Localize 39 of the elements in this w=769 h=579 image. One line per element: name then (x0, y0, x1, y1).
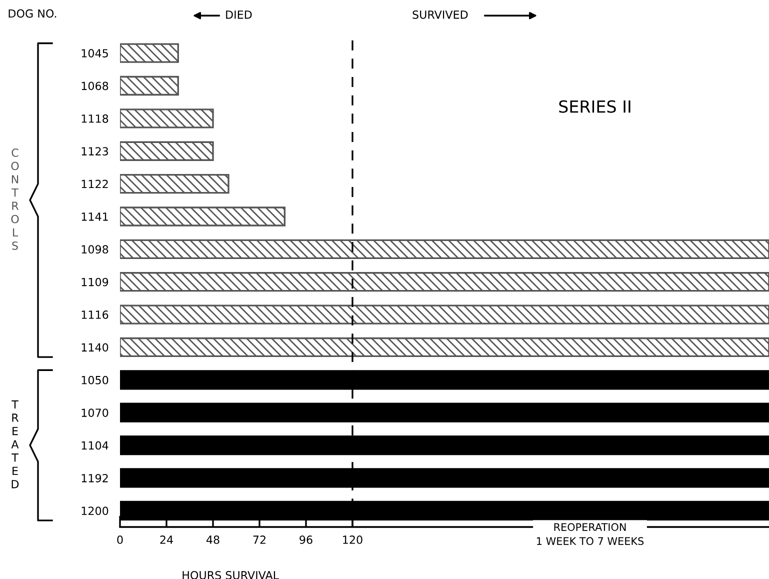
annotation: REOPERATION 1 WEEK TO 7 WEEKS (537, 523, 644, 546)
x-tick-label: 24 (160, 536, 173, 544)
bar (120, 76, 179, 96)
x-tick-label: 48 (206, 536, 220, 544)
y-tick-label: 1098 (82, 245, 108, 254)
bar (120, 43, 179, 63)
text: SURVIVED (412, 10, 468, 19)
bar (120, 206, 286, 226)
bar (120, 174, 230, 194)
bar (120, 108, 214, 128)
y-tick-label: 1140 (82, 343, 108, 352)
x-axis-title: HOURS SURVIVAL (182, 571, 279, 579)
y-tick-label: 1122 (82, 180, 108, 188)
y-tick-label: 1118 (82, 114, 108, 123)
y-axis-title: DOG NO. (8, 9, 56, 18)
x-tick-label: 72 (253, 536, 266, 544)
y-tick-label: 1192 (82, 474, 108, 482)
y-tick-label: 1045 (82, 49, 108, 58)
y-tick-label: 1050 (82, 376, 108, 384)
y-tick-label: 1068 (82, 82, 108, 90)
text: CONTROLS (11, 148, 19, 250)
bar (120, 239, 769, 260)
x-tick-label: 120 (343, 536, 362, 544)
bar (120, 337, 769, 358)
y-tick-label: 1123 (82, 147, 108, 156)
bar (120, 304, 769, 324)
y-tick-label: 1116 (82, 310, 108, 319)
y-tick-label: 1200 (82, 506, 108, 516)
text: DIED (226, 10, 252, 19)
bar (120, 272, 769, 292)
y-tick-label: 1141 (82, 212, 108, 221)
x-tick-label: 0 (117, 536, 123, 544)
text: TREATED (11, 400, 19, 488)
y-tick-label: 1109 (82, 278, 108, 286)
bar (120, 141, 214, 161)
y-tick-label: 1104 (82, 441, 108, 450)
x-tick-label: 96 (300, 536, 312, 544)
annotation: SERIES II (559, 100, 630, 113)
y-tick-label: 1070 (82, 408, 108, 417)
